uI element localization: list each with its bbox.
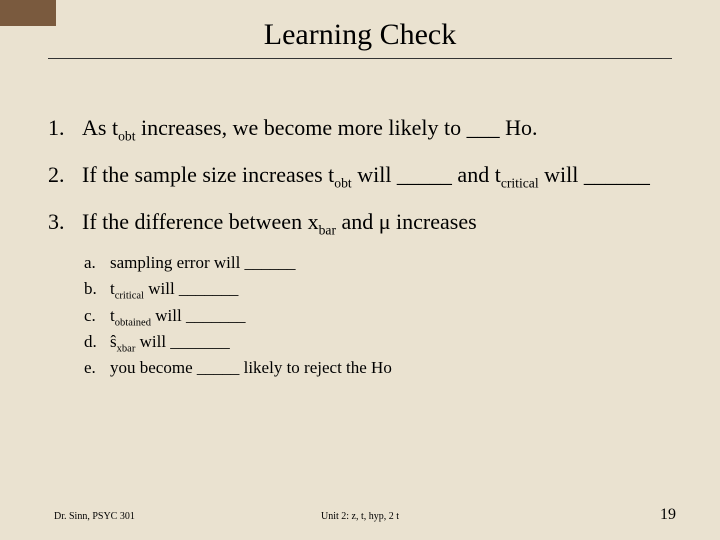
sub-letter: a. (84, 250, 110, 276)
item-text: If the difference between xbar and μ inc… (82, 209, 477, 234)
sub-list: a. sampling error will ______ b. tcritic… (84, 250, 672, 382)
corner-accent (0, 0, 56, 26)
item-text: If the sample size increases tobt will _… (82, 160, 672, 189)
sub-text: tcritical will _______ (110, 276, 238, 302)
sub-letter: c. (84, 303, 110, 329)
sub-item: e. you become _____ likely to reject the… (84, 355, 672, 381)
question-list: 1. As tobt increases, we become more lik… (48, 113, 672, 382)
item-number: 3. (48, 207, 82, 382)
page-number: 19 (660, 506, 676, 524)
sub-text: you become _____ likely to reject the Ho (110, 355, 392, 381)
sub-text: sampling error will ______ (110, 250, 296, 276)
sub-item: c. tobtained will _______ (84, 303, 672, 329)
footer-author: Dr. Sinn, PSYC 301 (54, 511, 135, 522)
slide-content: Learning Check 1. As tobt increases, we … (0, 0, 720, 382)
sub-letter: d. (84, 329, 110, 355)
item-number: 1. (48, 113, 82, 142)
sub-text: tobtained will _______ (110, 303, 245, 329)
sub-text: ŝxbar will _______ (110, 329, 230, 355)
footer-unit: Unit 2: z, t, hyp, 2 t (321, 511, 399, 522)
sub-item: b. tcritical will _______ (84, 276, 672, 302)
item-number: 2. (48, 160, 82, 189)
slide-title: Learning Check (48, 18, 672, 59)
item-text: As tobt increases, we become more likely… (82, 113, 672, 142)
list-item: 3. If the difference between xbar and μ … (48, 207, 672, 382)
list-item: 1. As tobt increases, we become more lik… (48, 113, 672, 142)
sub-letter: e. (84, 355, 110, 381)
sub-item: d. ŝxbar will _______ (84, 329, 672, 355)
list-item: 2. If the sample size increases tobt wil… (48, 160, 672, 189)
sub-letter: b. (84, 276, 110, 302)
sub-item: a. sampling error will ______ (84, 250, 672, 276)
item-body: If the difference between xbar and μ inc… (82, 207, 672, 382)
